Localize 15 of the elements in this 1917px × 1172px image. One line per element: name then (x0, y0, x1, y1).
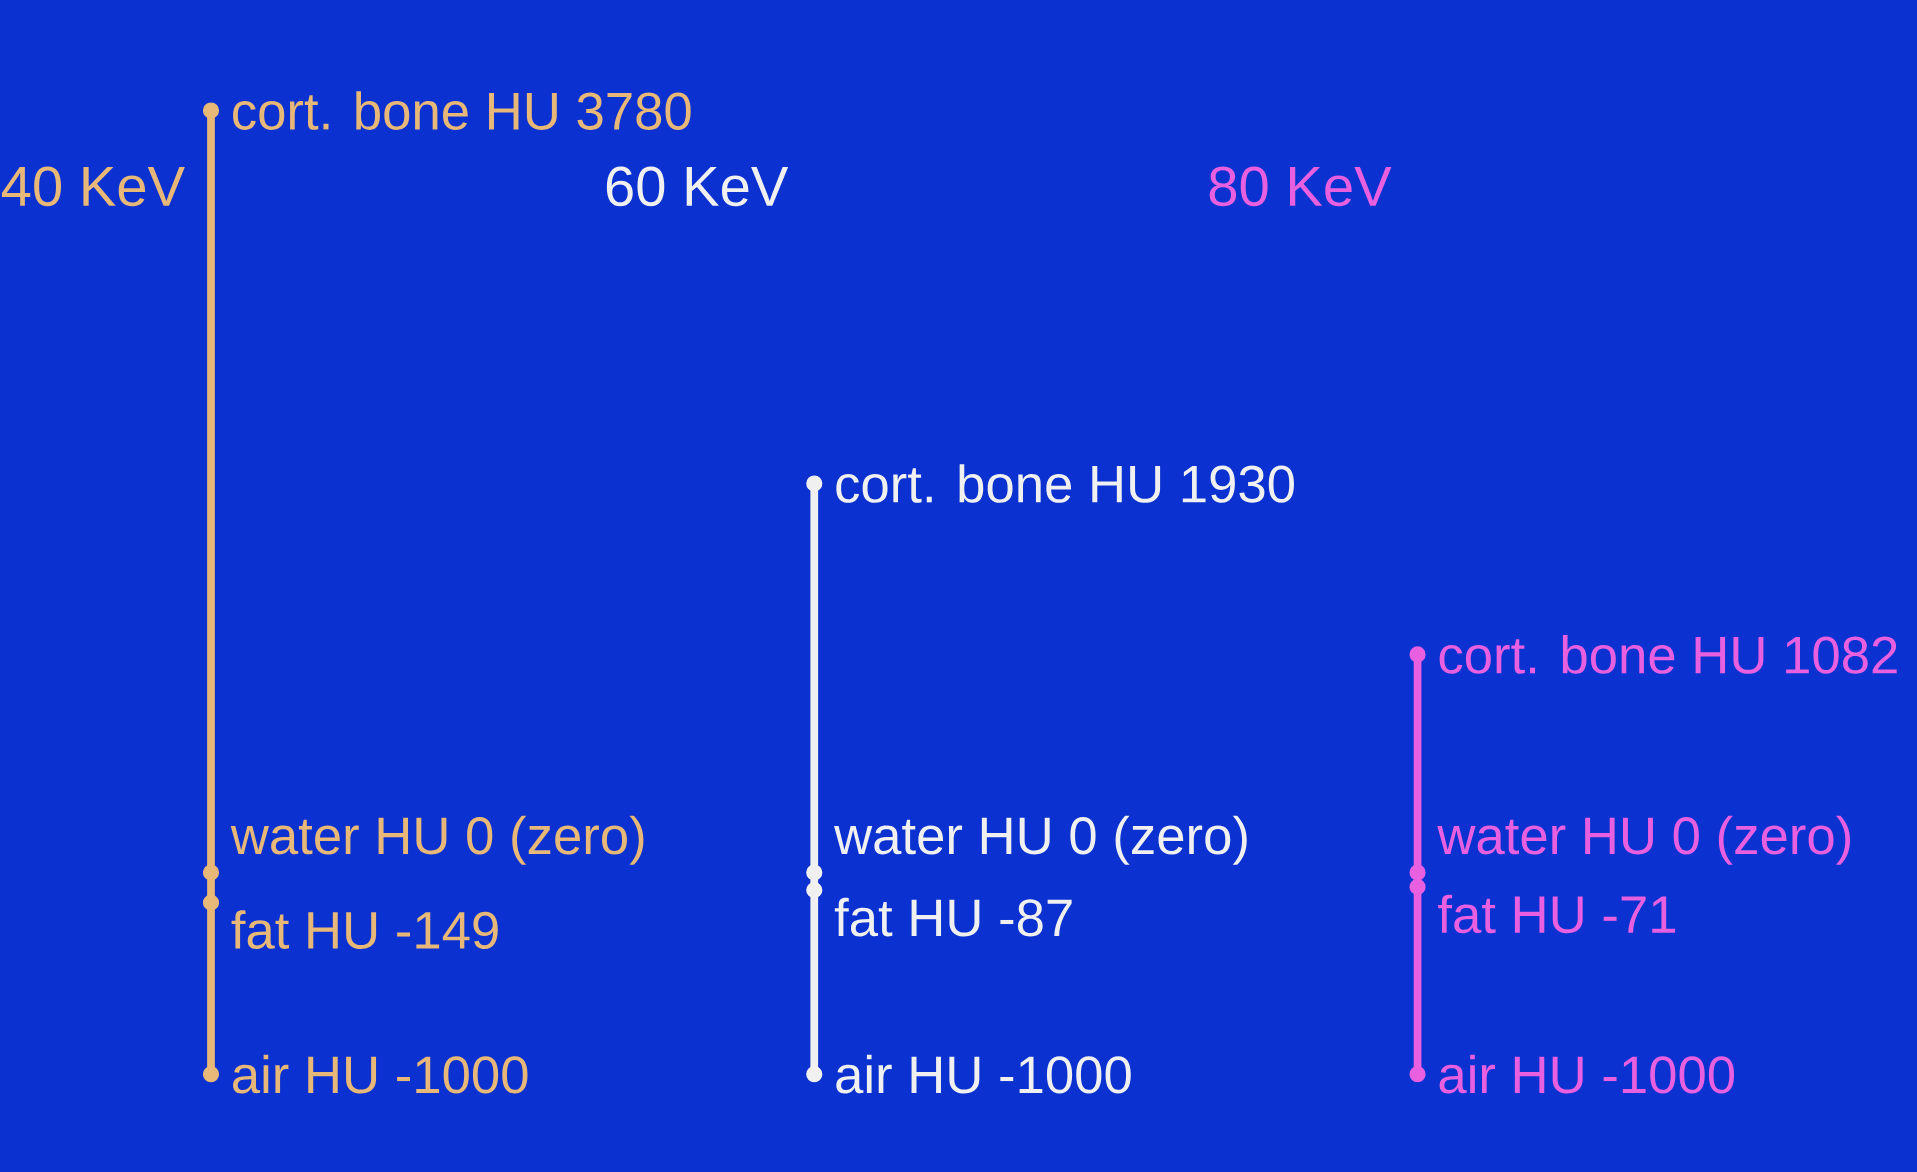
data-label: air HU -1000 (233, 1054, 528, 1094)
category-label: 80 KeV (1209, 166, 1392, 207)
data-label: cort. bone HU 1930 (836, 464, 1294, 503)
data-label: water HU 0 (zero) (834, 815, 1247, 865)
data-label: fat HU -87 (834, 897, 1072, 937)
data-label: cort. bone HU 1082 (1439, 635, 1897, 674)
data-label: air HU -1000 (1439, 1054, 1735, 1094)
data-label: air HU -1000 (836, 1054, 1131, 1094)
category-label: 40 KeV (1, 166, 185, 207)
data-label: water HU 0 (zero) (230, 815, 644, 865)
data-label: fat HU -149 (231, 910, 498, 949)
data-label: water HU 0 (zero) (1437, 815, 1850, 865)
data-label: cort. bone HU 3780 (233, 91, 691, 130)
data-label: fat HU -71 (1438, 894, 1675, 934)
category-label: 60 KeV (606, 166, 789, 207)
